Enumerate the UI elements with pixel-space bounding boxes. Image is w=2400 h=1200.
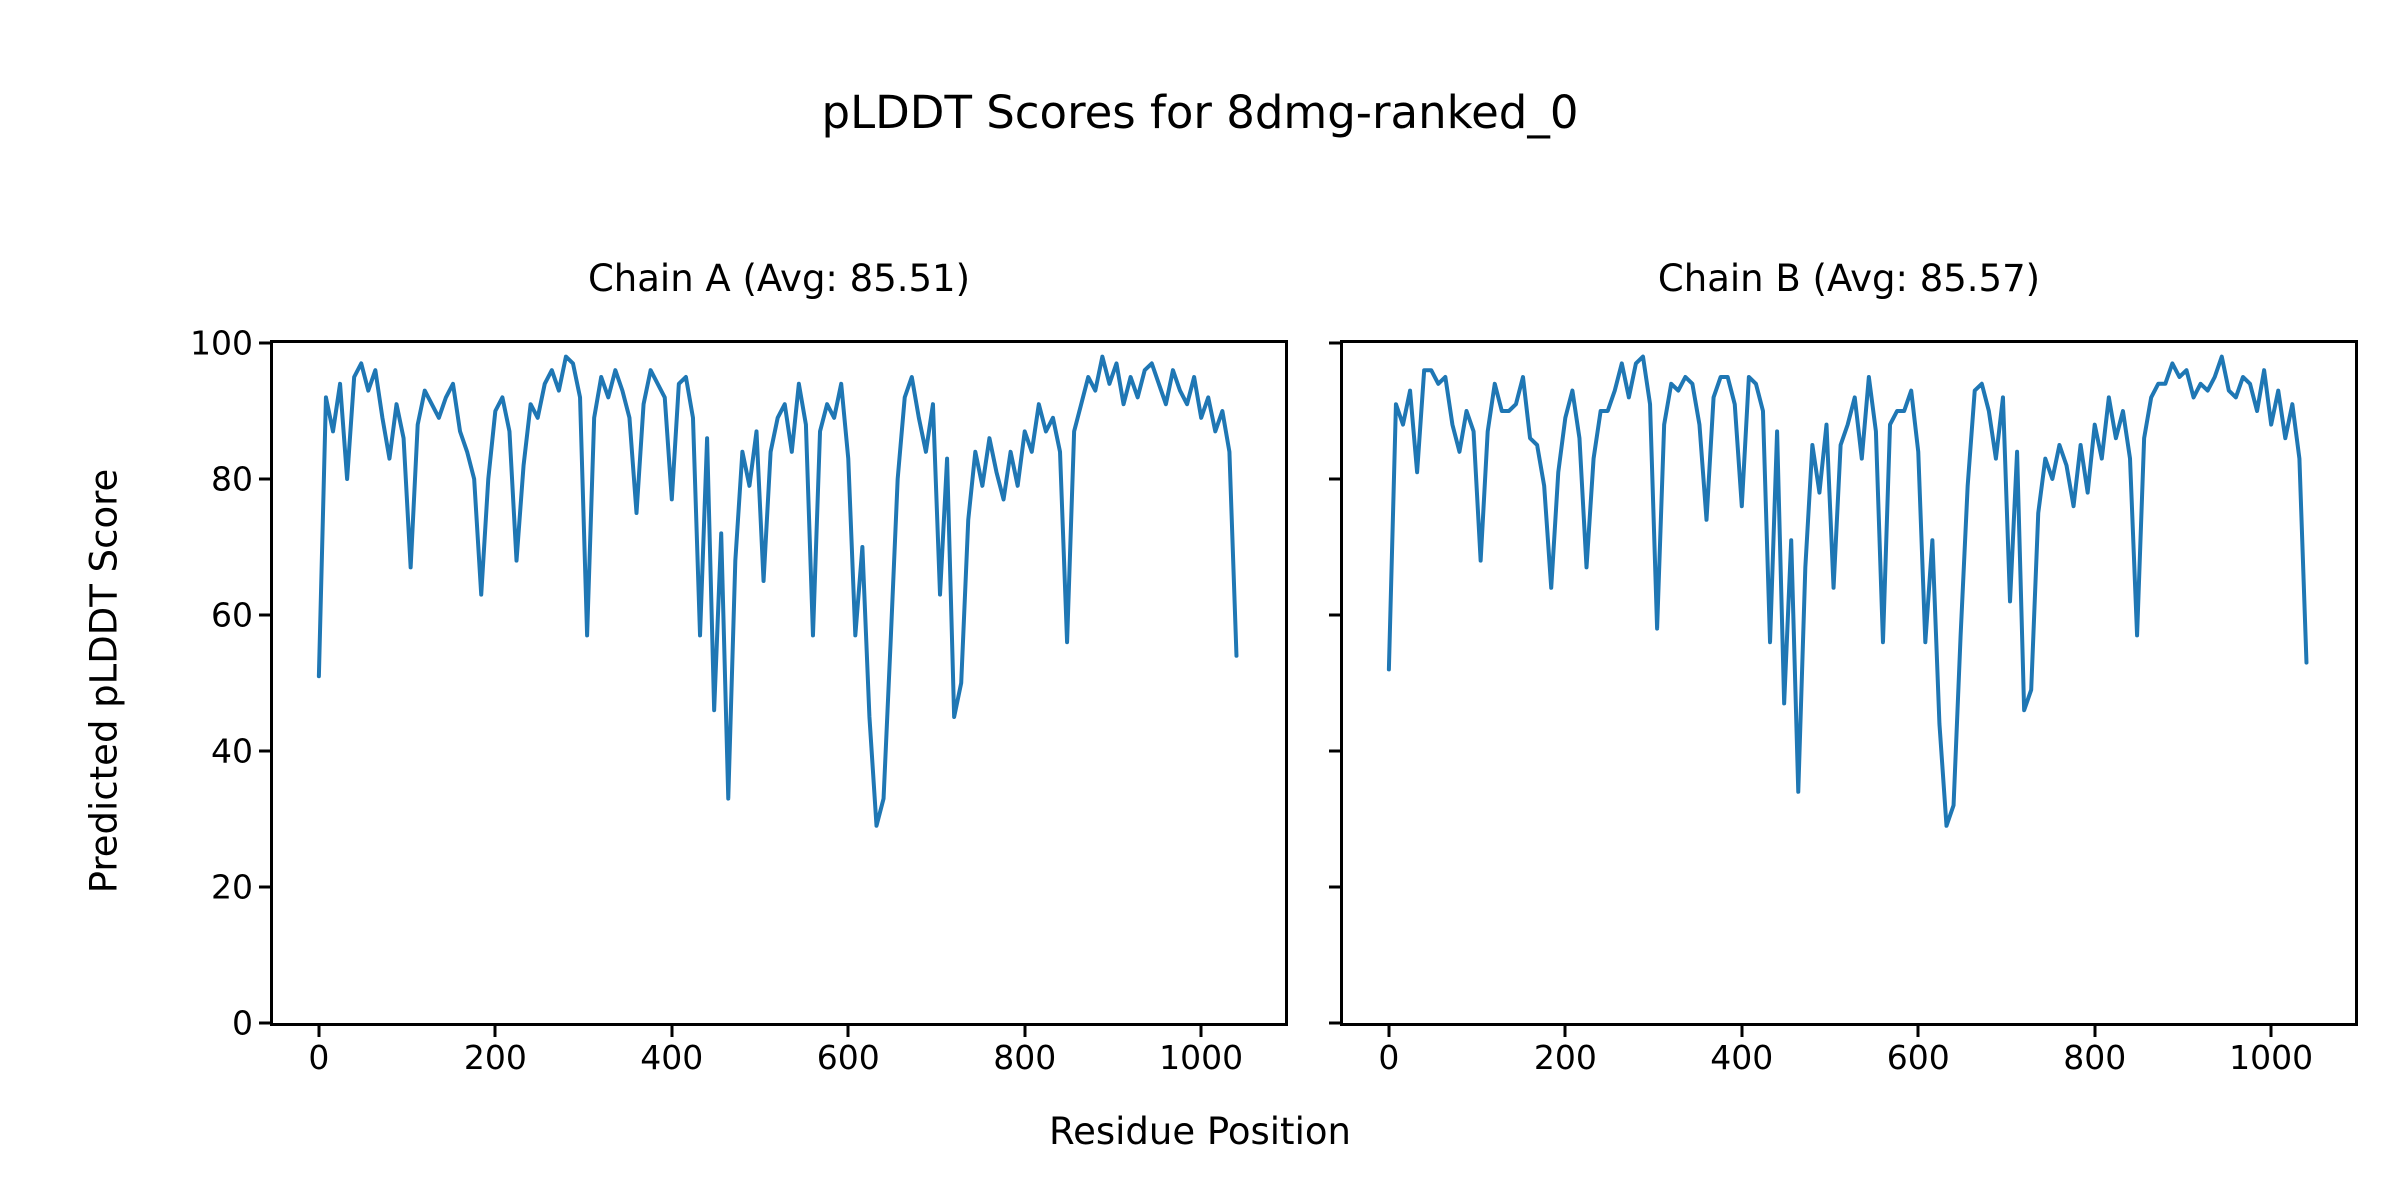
subplot-chain-b: Chain B (Avg: 85.57) 0 200 400 600 800 1000 (1329, 257, 2358, 1074)
y-tick-mark (259, 341, 273, 345)
y-tick-mark (259, 613, 273, 617)
x-tick-mark (1023, 1023, 1027, 1037)
x-tick-label: 800 (2063, 1038, 2127, 1077)
x-axis-label: Residue Position (1049, 1110, 1351, 1153)
y-tick-mark (1329, 885, 1343, 889)
y-tick-label: 0 (232, 1003, 253, 1043)
x-tick-mark (2093, 1023, 2097, 1037)
x-tick-mark (2269, 1023, 2273, 1037)
x-tick-label: 400 (1710, 1038, 1774, 1077)
y-tick-mark (1329, 613, 1343, 617)
y-tick-label: 60 (211, 595, 253, 635)
x-tick-mark (317, 1023, 321, 1037)
y-tick-mark (1329, 749, 1343, 753)
y-tick-mark (1329, 477, 1343, 481)
plot-area (1343, 343, 2355, 1023)
x-tick-label: 1000 (2229, 1038, 2314, 1077)
y-axis-label: Predicted pLDDT Score (82, 468, 126, 894)
x-tick-mark (1740, 1023, 1744, 1037)
x-tick-mark (1563, 1023, 1567, 1037)
x-tick-mark (493, 1023, 497, 1037)
y-tick-label: 100 (190, 323, 253, 363)
x-tick-mark (1916, 1023, 1920, 1037)
x-tick-mark (1387, 1023, 1391, 1037)
x-tick-mark (1199, 1023, 1203, 1037)
subplot-title-chain-b: Chain B (Avg: 85.57) (1657, 257, 2041, 300)
y-tick-label: 80 (211, 459, 253, 499)
y-tick-label: 20 (211, 867, 253, 907)
x-tick-label: 800 (993, 1038, 1057, 1077)
y-tick-mark (259, 885, 273, 889)
y-tick-mark (1329, 341, 1343, 345)
y-tick-mark (259, 1021, 273, 1025)
x-tick-label: 0 (1378, 1038, 1400, 1077)
x-tick-label: 600 (816, 1038, 880, 1077)
figure-title: pLDDT Scores for 8dmg-ranked_0 (821, 86, 1579, 139)
plot-area (273, 343, 1285, 1023)
plddt-line (1389, 357, 2307, 826)
plddt-line (319, 357, 1237, 826)
x-tick-label: 200 (1533, 1038, 1597, 1077)
x-tick-label: 0 (308, 1038, 330, 1077)
x-tick-label: 400 (640, 1038, 704, 1077)
x-tick-label: 600 (1886, 1038, 1950, 1077)
subplot-title-chain-a: Chain A (Avg: 85.51) (587, 257, 971, 300)
y-tick-mark (1329, 1021, 1343, 1025)
x-tick-label: 200 (463, 1038, 527, 1077)
x-tick-mark (670, 1023, 674, 1037)
subplot-chain-a: Chain A (Avg: 85.51) 0 200 400 600 800 1000 0 2… (190, 257, 1288, 1074)
y-tick-mark (259, 749, 273, 753)
x-tick-label: 1000 (1159, 1038, 1244, 1077)
x-tick-mark (846, 1023, 850, 1037)
y-tick-mark (259, 477, 273, 481)
y-tick-label: 40 (211, 731, 253, 771)
